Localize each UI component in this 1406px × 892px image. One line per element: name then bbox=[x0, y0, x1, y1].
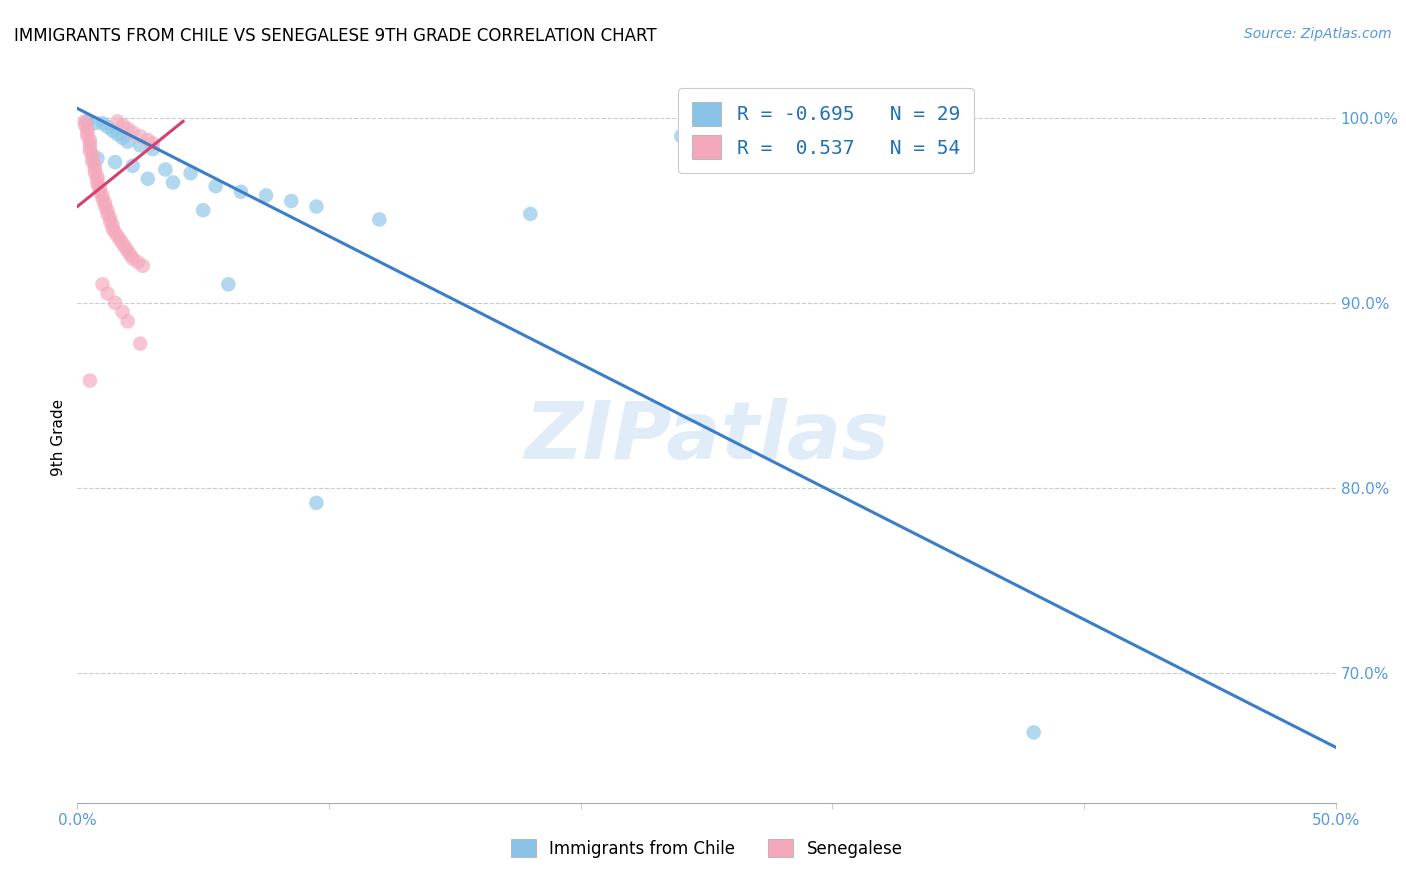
Point bbox=[120, 248, 142, 262]
Point bbox=[76, 129, 98, 144]
Point bbox=[204, 179, 226, 194]
Point bbox=[79, 140, 101, 154]
Point bbox=[104, 155, 127, 169]
Point bbox=[136, 133, 159, 147]
Point bbox=[107, 128, 129, 142]
Text: IMMIGRANTS FROM CHILE VS SENEGALESE 9TH GRADE CORRELATION CHART: IMMIGRANTS FROM CHILE VS SENEGALESE 9TH … bbox=[14, 27, 657, 45]
Point bbox=[101, 123, 124, 137]
Point bbox=[73, 114, 96, 128]
Point bbox=[84, 159, 107, 173]
Point bbox=[84, 166, 107, 180]
Point bbox=[73, 118, 96, 132]
Point bbox=[127, 255, 149, 269]
Point bbox=[217, 277, 239, 292]
Point bbox=[96, 120, 118, 134]
Point bbox=[96, 286, 118, 301]
Legend: Immigrants from Chile, Senegalese: Immigrants from Chile, Senegalese bbox=[501, 829, 912, 868]
Point bbox=[142, 136, 165, 151]
Point bbox=[117, 135, 139, 149]
Y-axis label: 9th Grade: 9th Grade bbox=[51, 399, 66, 475]
Point bbox=[142, 142, 165, 156]
Point bbox=[111, 305, 134, 319]
Point bbox=[94, 200, 117, 214]
Point bbox=[191, 203, 215, 218]
Point bbox=[84, 116, 107, 130]
Point bbox=[79, 136, 101, 151]
Point bbox=[136, 171, 159, 186]
Point bbox=[101, 218, 124, 232]
Point bbox=[86, 169, 108, 184]
Point bbox=[86, 152, 108, 166]
Point bbox=[280, 194, 302, 208]
Point bbox=[82, 147, 104, 161]
Point bbox=[129, 129, 152, 144]
Point bbox=[305, 200, 328, 214]
Point bbox=[107, 114, 129, 128]
Point bbox=[98, 214, 121, 228]
Point bbox=[98, 211, 121, 225]
Point bbox=[104, 295, 127, 310]
Point bbox=[111, 118, 134, 132]
Point bbox=[111, 236, 134, 251]
Point bbox=[91, 188, 114, 202]
Point bbox=[96, 203, 118, 218]
Point bbox=[104, 226, 127, 240]
Point bbox=[162, 176, 184, 190]
Point bbox=[121, 252, 143, 266]
Point bbox=[111, 131, 134, 145]
Text: ZIPatlas: ZIPatlas bbox=[524, 398, 889, 476]
Point bbox=[117, 121, 139, 136]
Point bbox=[129, 138, 152, 153]
Point bbox=[89, 185, 111, 199]
Point bbox=[91, 277, 114, 292]
Point bbox=[91, 116, 114, 130]
Point bbox=[76, 114, 98, 128]
Point bbox=[79, 133, 101, 147]
Point bbox=[180, 166, 202, 180]
Point bbox=[86, 178, 108, 192]
Point bbox=[82, 152, 104, 166]
Point bbox=[101, 221, 124, 235]
Point bbox=[121, 126, 143, 140]
Point bbox=[86, 173, 108, 187]
Point bbox=[132, 259, 155, 273]
Point bbox=[671, 129, 693, 144]
Point bbox=[117, 244, 139, 258]
Point bbox=[82, 155, 104, 169]
Text: Source: ZipAtlas.com: Source: ZipAtlas.com bbox=[1244, 27, 1392, 41]
Point bbox=[254, 188, 277, 202]
Point bbox=[91, 192, 114, 206]
Point bbox=[117, 314, 139, 328]
Point bbox=[96, 207, 118, 221]
Point bbox=[79, 144, 101, 158]
Point bbox=[89, 181, 111, 195]
Point bbox=[107, 229, 129, 244]
Point bbox=[1022, 725, 1045, 739]
Point bbox=[108, 233, 131, 247]
Point bbox=[76, 121, 98, 136]
Point bbox=[129, 336, 152, 351]
Point bbox=[94, 195, 117, 210]
Point bbox=[76, 126, 98, 140]
Point bbox=[305, 496, 328, 510]
Point bbox=[155, 162, 177, 177]
Point bbox=[79, 374, 101, 388]
Point bbox=[121, 159, 143, 173]
Point bbox=[114, 240, 136, 254]
Point bbox=[84, 162, 107, 177]
Point bbox=[229, 185, 252, 199]
Point bbox=[368, 212, 391, 227]
Point bbox=[519, 207, 541, 221]
